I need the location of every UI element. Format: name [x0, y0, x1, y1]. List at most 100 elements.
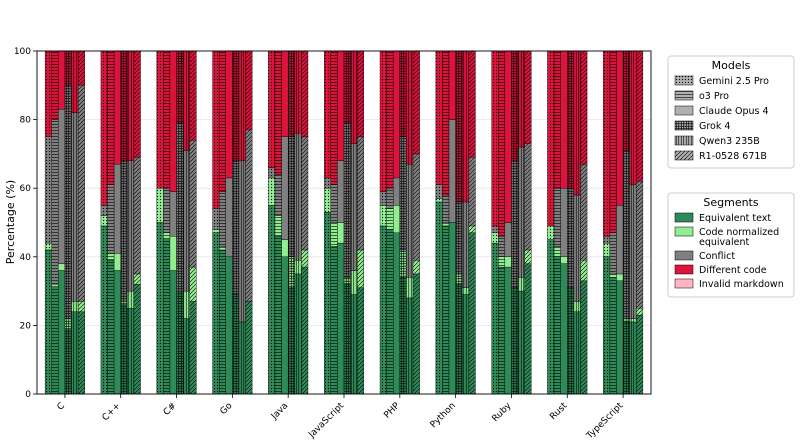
bar-hatch	[386, 229, 394, 394]
bar-hatch	[45, 136, 52, 244]
bar-hatch	[127, 51, 134, 161]
x-tick-label: Java	[269, 401, 290, 422]
bar-hatch	[406, 277, 414, 298]
bar-hatch	[274, 236, 282, 394]
bar-hatch	[547, 239, 555, 394]
bar-hatch	[238, 160, 246, 322]
bar-segment	[169, 50, 177, 192]
bar-hatch	[344, 277, 351, 285]
bar-hatch	[511, 287, 519, 394]
bar-hatch	[462, 287, 469, 295]
x-tick-label: Python	[429, 401, 458, 430]
bar-hatch	[238, 51, 246, 161]
bar-segment	[337, 50, 345, 161]
legend-label: Different code	[699, 265, 767, 276]
bar-hatch	[435, 184, 443, 199]
bar-hatch	[301, 267, 308, 394]
bar-hatch	[45, 51, 52, 137]
bar-segment	[616, 50, 624, 206]
bar-hatch	[163, 239, 170, 394]
bar-hatch	[120, 304, 128, 394]
bar-hatch	[100, 225, 108, 394]
bar-segment	[113, 270, 121, 395]
bar-hatch	[156, 51, 164, 189]
bar-hatch	[413, 260, 420, 274]
bar-hatch	[51, 287, 59, 394]
bar-hatch	[189, 140, 197, 268]
bar-hatch	[232, 51, 239, 161]
bar-hatch	[156, 222, 164, 394]
legend-swatch	[674, 264, 694, 275]
bar-hatch	[64, 51, 72, 86]
legend-swatch	[674, 105, 694, 116]
bar-hatch	[78, 301, 85, 312]
bar-segment	[448, 119, 456, 223]
bar-hatch	[518, 291, 525, 394]
bar-hatch	[518, 147, 525, 278]
bar-hatch	[350, 51, 358, 144]
bar-segment	[504, 266, 512, 395]
bar-hatch	[491, 225, 499, 233]
bar-hatch	[288, 256, 295, 288]
bar-hatch	[245, 301, 253, 394]
bar-segment	[58, 109, 66, 264]
bar-hatch	[413, 273, 420, 394]
bar-hatch	[183, 51, 190, 151]
bar-hatch	[127, 308, 134, 394]
x-tick-label: PHP	[382, 401, 402, 421]
bar-segment	[337, 242, 345, 395]
bar-hatch	[45, 249, 52, 394]
bar-hatch	[462, 201, 469, 288]
bar-hatch	[268, 51, 275, 168]
bar-hatch	[386, 51, 394, 189]
bar-segment	[281, 239, 289, 257]
bar-hatch	[603, 256, 610, 394]
bar-hatch	[51, 119, 59, 285]
bar-hatch	[580, 280, 588, 394]
y-tick-label: 20	[20, 321, 32, 331]
bar-hatch	[294, 133, 302, 261]
bar-hatch	[609, 51, 617, 233]
plot-frame	[36, 50, 652, 395]
bar-hatch	[603, 51, 610, 237]
segments-legend: Segments Equivalent text Code normalized e…	[667, 192, 795, 298]
x-tick-label: C	[56, 401, 68, 413]
bar-hatch	[268, 205, 275, 394]
bar-hatch	[498, 51, 505, 237]
bar-hatch	[623, 150, 630, 319]
bar-hatch	[399, 249, 407, 278]
bar-hatch	[554, 256, 561, 394]
segments-legend-title: Segments	[703, 196, 759, 209]
bar-hatch	[163, 51, 170, 189]
bar-hatch	[212, 51, 220, 209]
bar-hatch	[636, 315, 643, 394]
bar-hatch	[435, 201, 443, 394]
bar-hatch	[71, 51, 79, 113]
bar-hatch	[442, 222, 450, 226]
bar-hatch	[567, 287, 574, 394]
bar-hatch	[100, 215, 108, 226]
legend-label: Conflict	[699, 251, 735, 262]
bar-hatch	[301, 136, 308, 250]
bar-hatch	[498, 267, 505, 394]
bar-hatch	[219, 191, 226, 247]
models-legend-title: Models	[712, 59, 751, 72]
bar-hatch	[547, 225, 555, 240]
bar-hatch	[498, 236, 505, 257]
bar-segment	[225, 256, 233, 395]
x-tick-label: Ruby	[491, 401, 515, 425]
y-tick-label: 0	[25, 390, 31, 400]
bar-hatch	[107, 184, 115, 254]
bar-hatch	[629, 51, 637, 185]
bar-hatch	[547, 51, 555, 226]
bar-hatch	[455, 273, 463, 285]
bar-segment	[393, 177, 401, 206]
bar-hatch	[51, 51, 59, 120]
bar-hatch	[357, 249, 364, 288]
bar-segment	[337, 222, 345, 244]
bar-hatch	[183, 291, 190, 319]
bar-hatch	[468, 225, 476, 233]
bar-hatch	[288, 287, 295, 394]
bar-hatch	[357, 51, 364, 137]
